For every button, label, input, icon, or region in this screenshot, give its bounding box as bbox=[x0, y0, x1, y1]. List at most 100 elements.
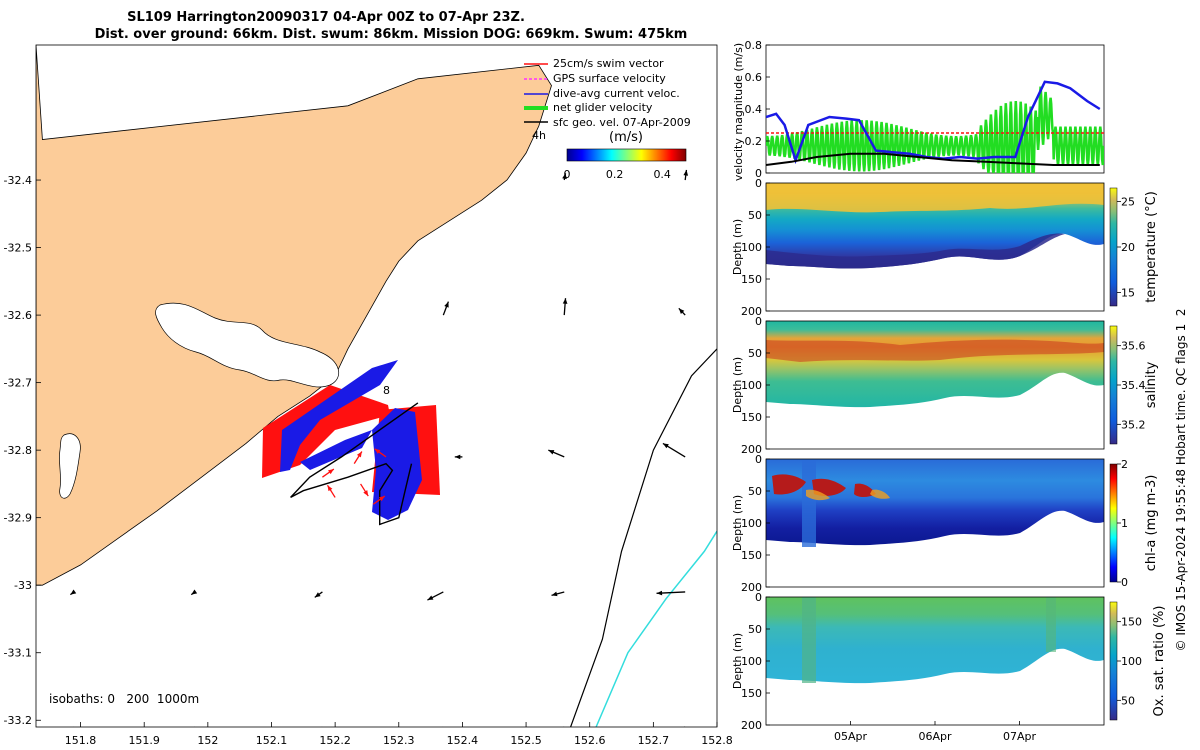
y-tick-label: -32.5 bbox=[4, 242, 32, 255]
time-x-ticks: 05Apr 06Apr 07Apr bbox=[834, 721, 1037, 743]
chla-bloom-edge bbox=[806, 489, 890, 501]
oxygen-cbar-label: Ox. sat. ratio (%) bbox=[1152, 606, 1167, 717]
x-tick-label: 152.7 bbox=[638, 734, 670, 747]
x-tick-label: 152.6 bbox=[574, 734, 606, 747]
oxygen-ylabel: Depth (m) bbox=[731, 633, 744, 689]
chla-ticks: 0 50 100 150 200 0 1 2 bbox=[741, 453, 1128, 594]
legend-label: 25cm/s swim vector bbox=[553, 57, 664, 70]
coastline-land bbox=[36, 45, 552, 586]
map-x-ticks: 151.8 151.9 152 152.1 152.2 152.3 152.4 152.5 15… bbox=[65, 722, 733, 747]
x-tick-label: 151.9 bbox=[128, 734, 160, 747]
cbar-tick-label: 35.4 bbox=[1121, 379, 1146, 392]
cbar-tick-label: 15 bbox=[1121, 286, 1135, 299]
salinity-ticks: 0 50 100 150 200 35.2 35.4 35.6 bbox=[741, 315, 1146, 456]
y-tick-label: -32.4 bbox=[4, 174, 32, 187]
oxygen-column bbox=[802, 597, 816, 683]
chla-colorbar bbox=[1109, 463, 1118, 583]
cbar-tick-label: 100 bbox=[1121, 655, 1142, 668]
map-colorbar-ticks: 0 0.2 0.4 bbox=[564, 168, 671, 181]
geo-velocity-arrow bbox=[656, 590, 686, 596]
y-tick-label: 100 bbox=[741, 517, 762, 530]
y-tick-label: 0 bbox=[755, 315, 762, 328]
map-y-ticks: -32.4 -32.5 -32.6 -32.7 -32.8 -32.9 -33 -33.1 -3… bbox=[4, 174, 41, 727]
y-tick-label: 50 bbox=[748, 485, 762, 498]
velocity-y-ticks: 0 0.2 0.4 0.6 0.8 bbox=[745, 39, 770, 180]
velocity-ylabel: velocity magnitude (m/s) bbox=[732, 43, 745, 181]
y-tick-label: 0.2 bbox=[745, 135, 763, 148]
y-tick-label: 200 bbox=[741, 443, 762, 456]
y-tick-label: 200 bbox=[741, 305, 762, 318]
surface-velocity-arrow bbox=[322, 468, 335, 478]
geo-velocity-arrow bbox=[190, 589, 198, 596]
legend-label: GPS surface velocity bbox=[553, 72, 666, 85]
dive-avg-band-2 bbox=[372, 408, 422, 520]
chla-panel: 0 50 100 150 200 0 1 2 Depth (m) chl-a (mg m-3) bbox=[731, 453, 1159, 594]
legend-label: net glider velocity bbox=[553, 101, 653, 114]
net-glider-velocity-line bbox=[766, 86, 1104, 173]
geo-velocity-arrow bbox=[678, 307, 686, 316]
salinity-cbar-label: salinity bbox=[1144, 361, 1159, 408]
y-tick-label: -32.7 bbox=[4, 377, 32, 390]
annotation-4h: 4h bbox=[532, 129, 546, 142]
legend-label: dive-avg current veloc. bbox=[553, 87, 680, 100]
x-tick-label: 07Apr bbox=[1003, 730, 1037, 743]
geo-velocity-arrow bbox=[427, 591, 444, 601]
x-tick-label: 152.1 bbox=[256, 734, 288, 747]
cbar-tick-label: 35.6 bbox=[1121, 340, 1146, 353]
legend-label: sfc geo. vel. 07-Apr-2009 bbox=[553, 116, 691, 129]
temperature-cbar-label: temperature (°C) bbox=[1144, 191, 1159, 303]
y-tick-label: 100 bbox=[741, 241, 762, 254]
salinity-panel: 0 50 100 150 200 35.2 35.4 35.6 Depth (m) salin… bbox=[731, 315, 1159, 456]
surface-velocity-arrow bbox=[353, 451, 363, 464]
geo-velocity-arrow bbox=[563, 726, 565, 727]
isobath-note: isobaths: 0 200 1000m bbox=[49, 692, 199, 706]
geo-velocity-arrow bbox=[442, 301, 450, 316]
title-line-1: SL109 Harrington20090317 04-Apr 00Z to 0… bbox=[127, 10, 525, 25]
surface-velocity-arrow bbox=[326, 484, 336, 498]
oxygen-colorbar bbox=[1109, 601, 1118, 721]
y-tick-label: 0.8 bbox=[745, 39, 763, 52]
dive-avg-band bbox=[280, 360, 398, 472]
temperature-warm-layer bbox=[766, 183, 1104, 213]
legend-item-net: net glider velocity bbox=[524, 101, 653, 114]
map-frame bbox=[35, 44, 718, 728]
oxygen-ticks: 0 50 100 150 200 50 100 150 bbox=[741, 591, 1142, 732]
y-tick-label: -33 bbox=[14, 579, 32, 592]
legend-item-swim: 25cm/s swim vector bbox=[524, 57, 664, 70]
y-tick-label: 50 bbox=[748, 347, 762, 360]
y-tick-label: 0 bbox=[755, 177, 762, 190]
geo-velocity-arrow bbox=[194, 726, 196, 727]
map-legend: 25cm/s swim vector GPS surface velocity … bbox=[524, 57, 691, 181]
salinity-field bbox=[766, 321, 1104, 408]
legend-item-dive: dive-avg current veloc. bbox=[524, 87, 680, 100]
x-tick-label: 152.3 bbox=[383, 734, 415, 747]
title-line-2: Dist. over ground: 66km. Dist. swum: 86k… bbox=[95, 27, 688, 42]
cbar-tick-label: 25 bbox=[1121, 196, 1135, 209]
oxygen-panel: 0 50 100 150 200 50 100 150 05Apr 06Apr 07Apr Dep… bbox=[731, 591, 1167, 743]
isobath-1000m bbox=[595, 530, 717, 727]
y-tick-label: 0 bbox=[755, 591, 762, 604]
y-tick-label: -32.9 bbox=[4, 512, 32, 525]
y-tick-label: -33.2 bbox=[4, 714, 32, 727]
x-tick-label: 152.5 bbox=[510, 734, 542, 747]
geostrophic-vectors bbox=[69, 169, 689, 727]
geo-velocity-arrow bbox=[314, 591, 323, 598]
isobath-200m bbox=[570, 348, 717, 727]
y-tick-label: 0.4 bbox=[745, 103, 763, 116]
y-tick-label: -33.1 bbox=[4, 647, 32, 660]
temperature-cold-layer bbox=[766, 233, 1065, 269]
oxygen-column-2 bbox=[1046, 597, 1056, 652]
cbar-tick-label: 150 bbox=[1121, 616, 1142, 629]
annotation-8: 8 bbox=[383, 384, 390, 397]
x-tick-label: 05Apr bbox=[834, 730, 868, 743]
x-tick-label: 152.8 bbox=[701, 734, 733, 747]
estuary-water-2 bbox=[59, 433, 81, 499]
cbar-tick-label: 1 bbox=[1121, 517, 1128, 530]
geo-velocity-arrow bbox=[548, 449, 565, 458]
geo-velocity-arrow bbox=[683, 169, 689, 181]
chla-field bbox=[766, 459, 1104, 546]
colorbar-tick-label: 0 bbox=[564, 168, 571, 181]
surface-velocity-vectors bbox=[322, 448, 387, 505]
colorbar-label: (m/s) bbox=[609, 130, 643, 145]
